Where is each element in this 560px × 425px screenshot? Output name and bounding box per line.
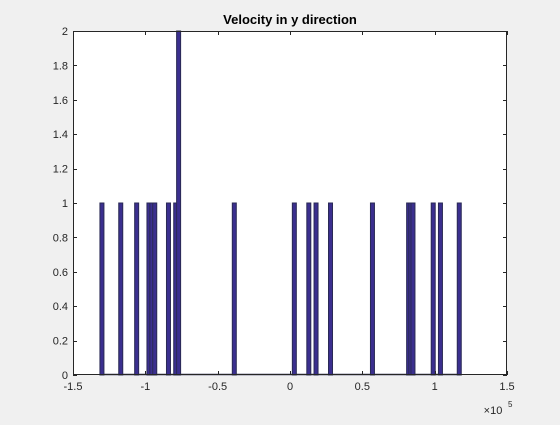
y-tick-label: 0.6 <box>53 267 68 279</box>
histogram-bar <box>118 202 124 376</box>
x-tick-label: -1 <box>140 381 150 393</box>
histogram-bar <box>313 202 319 376</box>
y-tick-label: 2 <box>62 26 68 38</box>
histogram-bar <box>165 202 171 376</box>
histogram-bar <box>306 202 312 376</box>
histogram-bar <box>430 202 436 376</box>
y-tick-label: 0.2 <box>53 336 68 348</box>
y-tick-label: 1 <box>62 198 68 210</box>
x-tick-label: 0 <box>287 381 293 393</box>
y-tick-label: 0.4 <box>53 301 68 313</box>
chart-title: Velocity in y direction <box>223 12 357 27</box>
x-axis-exponent-power: 5 <box>508 400 513 409</box>
histogram-bar <box>99 202 105 376</box>
y-tick-label: 1.4 <box>53 129 68 141</box>
x-tick-label: 1 <box>432 381 438 393</box>
y-tick-label: 1.6 <box>53 95 68 107</box>
histogram-bar <box>369 202 375 376</box>
x-axis-exponent: ×10 5 <box>484 400 513 417</box>
y-tick-label: 0 <box>62 370 68 382</box>
x-tick-label: 1.5 <box>499 381 514 393</box>
histogram-bar <box>134 202 140 376</box>
histogram-bar <box>456 202 462 376</box>
y-tick-label: 1.2 <box>53 164 68 176</box>
x-tick-label: -0.5 <box>208 381 227 393</box>
x-axis-exponent-base: ×10 <box>484 405 503 417</box>
histogram-bar <box>437 202 443 376</box>
x-tick-label: 0.5 <box>355 381 370 393</box>
histogram-bar <box>152 202 158 376</box>
y-tick-label: 1.8 <box>53 60 68 72</box>
y-tick-label: 0.8 <box>53 232 68 244</box>
ticks-layer: -1.5 -1 -0.5 0 0.5 1 1.5 0 0.2 0.4 0.6 0.8 1 1.2 1.4 1.… <box>53 26 515 393</box>
histogram-bar <box>410 202 416 376</box>
histogram-bar <box>231 202 237 376</box>
histogram-bar <box>328 202 334 376</box>
x-tick-label: -1.5 <box>64 381 83 393</box>
histogram-bar <box>291 202 297 376</box>
histogram-bar <box>176 30 182 376</box>
